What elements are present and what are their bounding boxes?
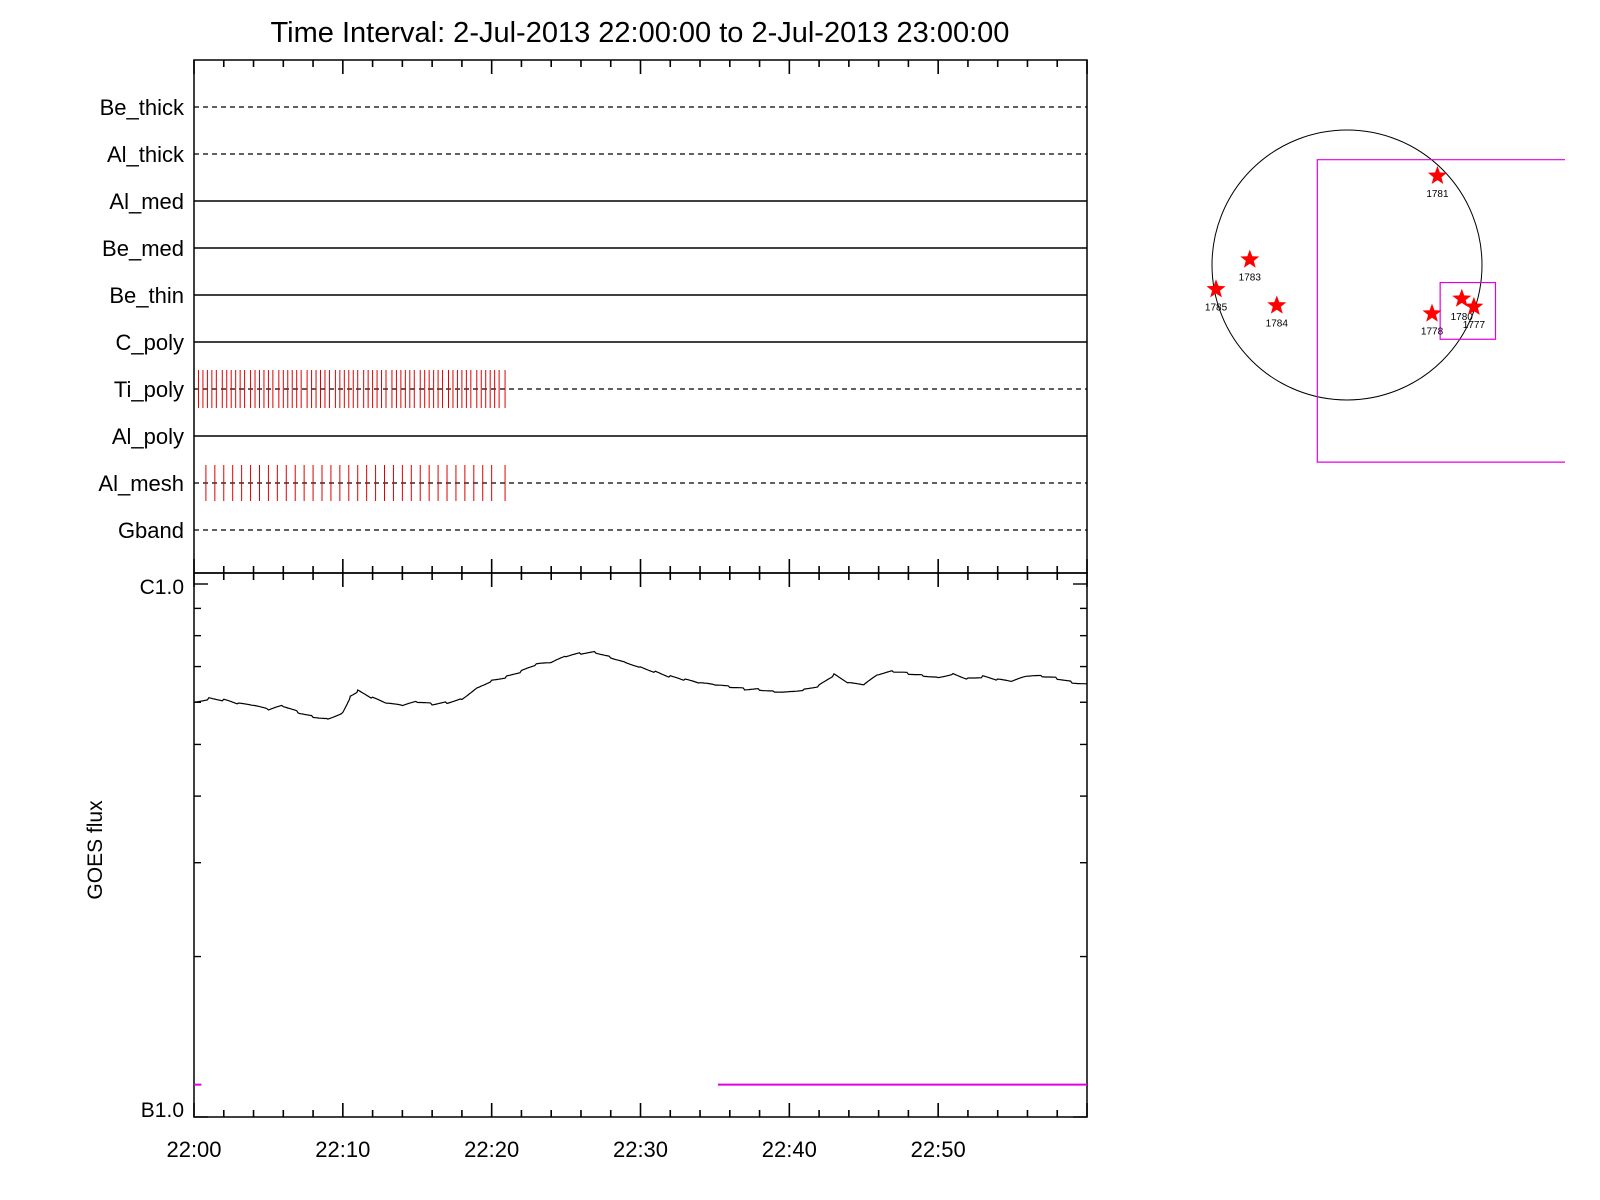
goes-x-ticks xyxy=(193,1103,1088,1117)
goes-x-tick-label-0: 22:00 xyxy=(166,1137,221,1162)
channel-label-gband: Gband xyxy=(118,518,184,543)
goes-flux-panel: C1.0 B1.0 GOES flux 22:00 22:10 22:20 22:30… xyxy=(84,572,1088,1162)
region-label-1783: 1783 xyxy=(1239,273,1262,284)
channel-label-be_med: Be_med xyxy=(102,236,184,261)
goes-x-tick-label-3: 22:30 xyxy=(613,1137,668,1162)
goes-y-tick-label-bottom: B1.0 xyxy=(141,1099,184,1122)
channel-label-ti_poly: Ti_poly xyxy=(114,377,184,402)
channel-label-al_poly: Al_poly xyxy=(112,424,184,449)
region-star-1781 xyxy=(1427,165,1447,184)
channel-panel-time-ticks xyxy=(193,60,1088,587)
goes-panel-frame xyxy=(193,572,1088,1118)
goes-y-ticks xyxy=(194,583,1087,1118)
region-label-1780: 1780 xyxy=(1451,312,1474,323)
region-star-1783 xyxy=(1240,249,1260,268)
figure-title: Time Interval: 2-Jul-2013 22:00:00 to 2-… xyxy=(271,17,1010,49)
fov-box-0 xyxy=(1316,159,1565,463)
region-star-1784 xyxy=(1267,295,1287,314)
goes-x-tick-labels: 22:00 22:10 22:20 22:30 22:40 22:50 xyxy=(166,1137,965,1162)
goes-x-tick-label-5: 22:50 xyxy=(911,1137,966,1162)
goes-y-axis-label: GOES flux xyxy=(84,800,107,900)
fov-boxes xyxy=(1316,159,1565,463)
region-star-1785 xyxy=(1206,279,1226,298)
channel-panel-frame xyxy=(193,59,1088,574)
region-label-1777: 1777 xyxy=(1463,320,1486,331)
channel-lines xyxy=(194,106,1087,531)
channel-label-al_mesh: Al_mesh xyxy=(98,471,184,496)
channel-event-marks xyxy=(197,370,506,501)
region-star-1780 xyxy=(1452,288,1472,307)
goes-x-tick-label-4: 22:40 xyxy=(762,1137,817,1162)
channel-label-al_thick: Al_thick xyxy=(107,142,185,167)
channel-state-panel: Be_thick Al_thick Al_med Be_med Be_thin C_pol… xyxy=(98,59,1088,587)
goes-x-tick-label-1: 22:10 xyxy=(315,1137,370,1162)
goes-x-tick-label-2: 22:20 xyxy=(464,1137,519,1162)
region-label-1778: 1778 xyxy=(1421,327,1444,338)
channel-label-be_thin: Be_thin xyxy=(109,283,184,308)
channel-label-al_med: Al_med xyxy=(109,189,184,214)
goes-flux-series xyxy=(193,650,1088,720)
region-label-1785: 1785 xyxy=(1205,302,1228,313)
solar-disk-limb xyxy=(1211,129,1483,401)
channel-label-be_thick: Be_thick xyxy=(100,95,185,120)
region-label-1781: 1781 xyxy=(1426,189,1449,200)
channel-label-c_poly: C_poly xyxy=(116,330,184,355)
channel-labels: Be_thick Al_thick Al_med Be_med Be_thin C_pol… xyxy=(98,95,185,543)
region-star-1778 xyxy=(1422,303,1442,322)
goes-y-tick-label-top: C1.0 xyxy=(140,576,184,599)
region-label-1784: 1784 xyxy=(1266,319,1289,330)
region-star-1777 xyxy=(1464,296,1484,315)
